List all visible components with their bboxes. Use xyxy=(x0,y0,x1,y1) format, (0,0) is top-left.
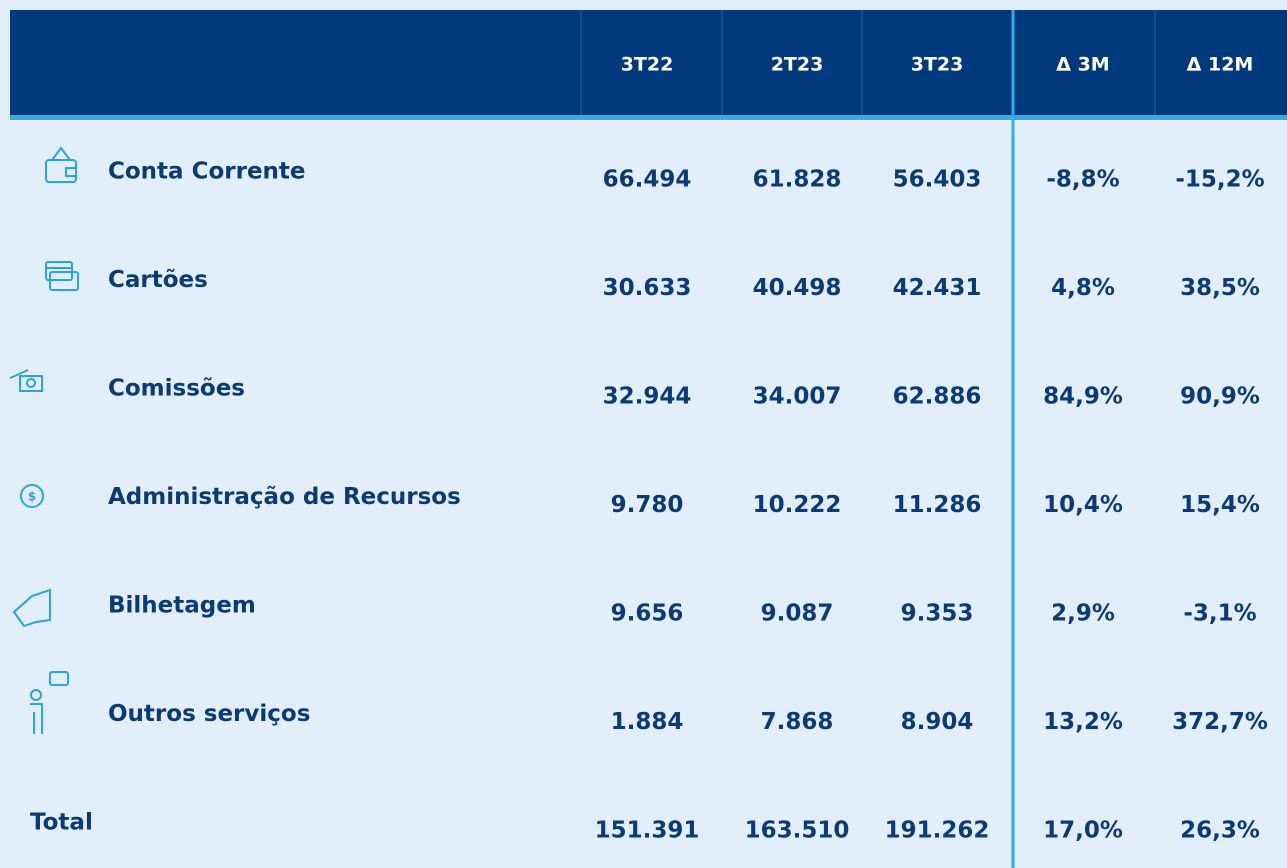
icons: $ xyxy=(9,146,79,734)
cell: 9.353 xyxy=(901,601,974,627)
cell: 15,4% xyxy=(1180,492,1260,518)
column-header: 3T22 xyxy=(621,54,674,76)
cell: 9.780 xyxy=(611,492,684,518)
row-label: Outros serviços xyxy=(108,701,310,727)
cell: 372,7% xyxy=(1172,709,1268,735)
row-label: Bilhetagem xyxy=(108,593,256,619)
cell: 11.286 xyxy=(893,492,982,518)
header-separators xyxy=(580,10,1156,115)
column-header: 3T23 xyxy=(911,54,964,76)
cell: -15,2% xyxy=(1175,167,1264,193)
cell: 2,9% xyxy=(1051,601,1115,627)
column-header: 2T23 xyxy=(771,54,824,76)
cell: 7.868 xyxy=(761,709,834,735)
cell: 9.087 xyxy=(761,601,834,627)
row-label: Conta Corrente xyxy=(108,159,306,185)
cell: 151.391 xyxy=(595,818,700,844)
cell: 4,8% xyxy=(1051,275,1115,301)
cell: 84,9% xyxy=(1043,384,1123,410)
cell: 13,2% xyxy=(1043,709,1123,735)
row-label: Total xyxy=(30,810,93,836)
cell: 90,9% xyxy=(1180,384,1260,410)
cell: 26,3% xyxy=(1180,818,1260,844)
cell: 163.510 xyxy=(745,818,850,844)
cell: 34.007 xyxy=(753,384,842,410)
cell: -8,8% xyxy=(1046,167,1119,193)
cell: 30.633 xyxy=(603,275,692,301)
cell: 56.403 xyxy=(893,167,982,193)
cell: 191.262 xyxy=(885,818,990,844)
row-label: Cartões xyxy=(108,267,208,293)
cell: 10.222 xyxy=(753,492,842,518)
cell: 32.944 xyxy=(603,384,692,410)
cell: 1.884 xyxy=(611,709,684,735)
header-rule xyxy=(10,115,1287,120)
cell: 40.498 xyxy=(753,275,842,301)
column-header: Δ 3M xyxy=(1056,54,1109,76)
column-header: Δ 12M xyxy=(1187,54,1254,76)
cell: 17,0% xyxy=(1043,818,1123,844)
cell: 8.904 xyxy=(901,709,974,735)
row-label: Comissões xyxy=(108,376,245,402)
header-band xyxy=(10,10,1287,115)
cell: 62.886 xyxy=(893,384,982,410)
svg-text:$: $ xyxy=(28,490,36,504)
cell: -3,1% xyxy=(1183,601,1256,627)
row-label: Administração de Recursos xyxy=(108,484,461,510)
cell: 38,5% xyxy=(1180,275,1260,301)
cell: 66.494 xyxy=(603,167,692,193)
cell: 61.828 xyxy=(753,167,842,193)
cell: 42.431 xyxy=(893,275,982,301)
cell: 10,4% xyxy=(1043,492,1123,518)
cell: 9.656 xyxy=(611,601,684,627)
